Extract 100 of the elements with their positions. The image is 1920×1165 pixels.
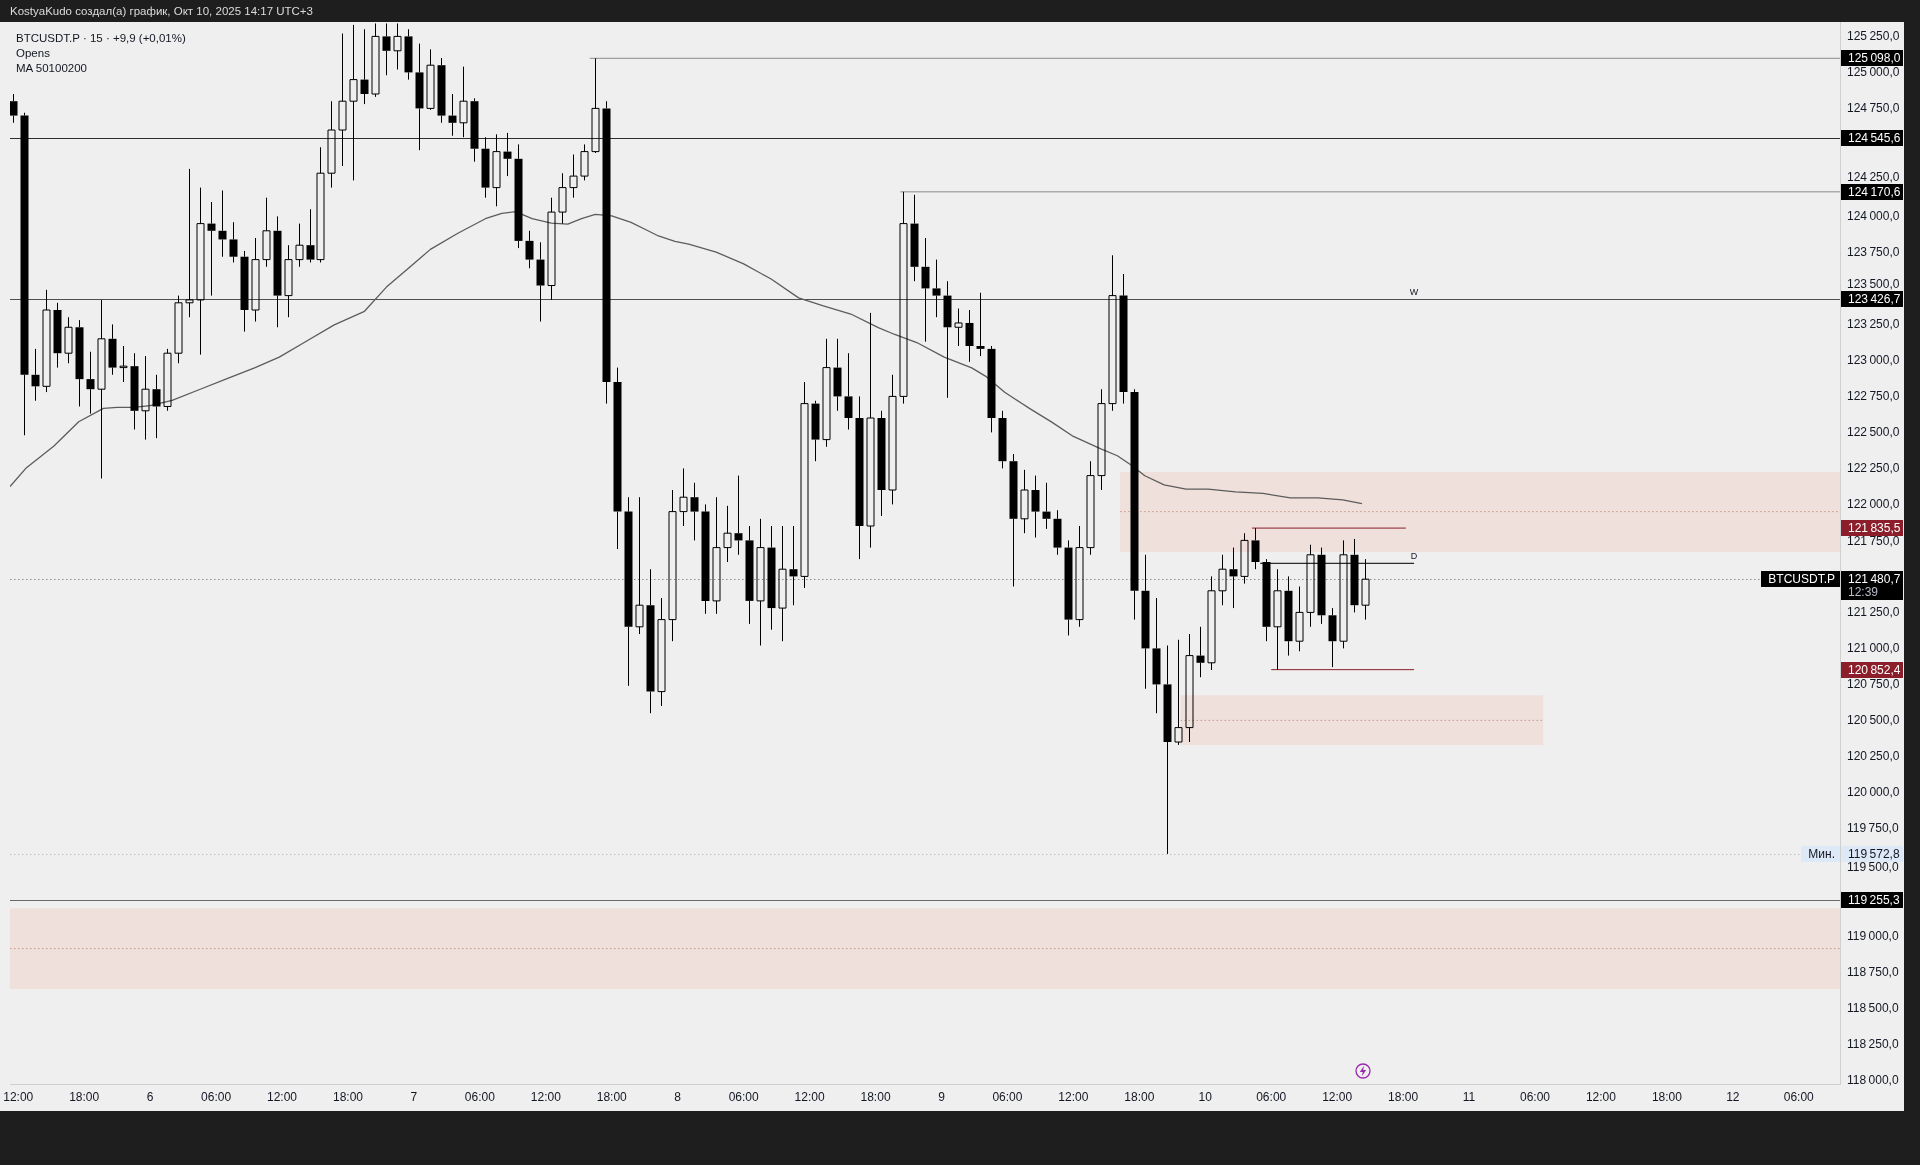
- candlestick: [646, 568, 655, 714]
- candlestick: [371, 22, 380, 98]
- candlestick: [240, 250, 249, 333]
- candlestick: [273, 215, 282, 328]
- annotation: BTCUSDT.P: [1768, 571, 1835, 586]
- candlestick: [965, 309, 974, 363]
- candlestick: [229, 221, 238, 263]
- candlestick: [437, 57, 446, 124]
- candlestick: [987, 345, 996, 433]
- x-tick-label: 18:00: [1388, 1089, 1419, 1104]
- candlestick: [745, 525, 754, 625]
- candlestick: [899, 191, 908, 405]
- x-tick-label: 18:00: [1651, 1089, 1683, 1104]
- x-tick-label: 8: [674, 1089, 682, 1104]
- annotation: MA 50100200: [16, 61, 88, 76]
- candlestick: [360, 28, 369, 105]
- y-tick-label: 123 250,0: [1847, 316, 1900, 331]
- annotation: Opens: [16, 46, 51, 61]
- candlestick: [42, 289, 51, 393]
- annotation: D: [1410, 551, 1418, 562]
- candlestick: [525, 230, 534, 269]
- candlestick: [734, 475, 743, 556]
- candlestick: [1229, 547, 1238, 609]
- x-tick-label: 06:00: [992, 1089, 1023, 1104]
- candlestick: [701, 503, 710, 615]
- text: BTCUSDT.P · 15 · +9,9 (+0,01%): [16, 31, 186, 46]
- candlestick: [185, 168, 194, 318]
- candlestick: [1086, 460, 1095, 556]
- y-tick-label: 124 000,0: [1847, 208, 1900, 223]
- candlestick: [514, 143, 523, 249]
- candlestick: [207, 201, 216, 297]
- x-tick-label: 7: [410, 1089, 418, 1104]
- series-label: 124 170,6: [1848, 184, 1901, 199]
- candlestick: [382, 22, 391, 76]
- x-tick-label: 12:00: [1585, 1089, 1617, 1104]
- y-tick-label: 125 000,0: [1847, 64, 1900, 79]
- candlestick: [1262, 558, 1271, 642]
- candlestick: [800, 381, 809, 589]
- text: 120 852,4: [1848, 662, 1901, 677]
- annotation: W: [1409, 286, 1419, 297]
- x-tick-label: 18:00: [332, 1089, 364, 1104]
- candlestick: [1031, 475, 1040, 539]
- y-tick-label: 118 500,0: [1847, 1000, 1899, 1015]
- y-tick-label: 118 750,0: [1847, 964, 1899, 979]
- ref-line-label: 121 480,7 12:39: [1848, 571, 1901, 599]
- candlestick: [1053, 509, 1062, 556]
- candlestick: [481, 136, 490, 199]
- x-tick-label: 12: [1726, 1089, 1740, 1104]
- candlestick: [1196, 626, 1205, 678]
- candlestick: [1141, 554, 1150, 690]
- y-tick-label: 123 750,0: [1847, 244, 1900, 259]
- candlestick: [855, 395, 864, 560]
- x-tick-label: 6: [146, 1089, 154, 1104]
- candlestick: [1152, 597, 1161, 714]
- x-tick-label: 12:00: [3, 1089, 34, 1104]
- y-tick-label: 121 250,0: [1847, 604, 1900, 619]
- candlestick: [624, 496, 633, 687]
- candlestick: [130, 352, 139, 431]
- candlestick: [1163, 645, 1172, 855]
- x-tick-label: 06:00: [1519, 1089, 1551, 1104]
- x-tick-label: 18:00: [1124, 1089, 1155, 1104]
- x-tick-label: 9: [938, 1089, 946, 1104]
- candlestick: [767, 525, 776, 631]
- y-tick-label: 119 750,0: [1847, 820, 1899, 835]
- candlestick: [943, 280, 952, 399]
- y-tick-label: 123 500,0: [1847, 277, 1900, 292]
- candlestick: [1064, 539, 1073, 636]
- y-tick-label: 120 500,0: [1847, 712, 1900, 727]
- candlestick: [218, 189, 227, 258]
- ref-line-label: 124 545,6: [1848, 130, 1901, 145]
- x-tick-label: 10: [1198, 1089, 1213, 1104]
- candlestick: [1042, 482, 1051, 530]
- x-tick-label: 06:00: [1783, 1089, 1815, 1104]
- candlestick: [1350, 538, 1359, 613]
- y-tick-label: 124 250,0: [1847, 170, 1900, 185]
- y-tick-label: 121 000,0: [1847, 640, 1900, 655]
- candlestick: [976, 292, 985, 357]
- candlestick: [921, 237, 930, 343]
- candlestick: [10, 93, 18, 124]
- y-tick-label: 124 750,0: [1847, 100, 1900, 115]
- candlestick: [108, 323, 117, 376]
- candlestick: [53, 302, 62, 369]
- candlestick: [1328, 607, 1337, 668]
- text: 121 835,5: [1848, 520, 1901, 535]
- candlestick: [75, 319, 84, 407]
- y-tick-label: 122 500,0: [1847, 424, 1900, 439]
- y-tick-label: 119 500,0: [1847, 860, 1899, 875]
- x-tick-label: 12:00: [1322, 1089, 1353, 1104]
- y-tick-label: 123 000,0: [1847, 352, 1900, 367]
- y-tick-label: 120 250,0: [1847, 748, 1900, 763]
- y-tick-label: 120 000,0: [1847, 784, 1900, 799]
- candlestick: [789, 525, 798, 606]
- x-tick-label: 06:00: [201, 1089, 232, 1104]
- candlestick: [20, 112, 29, 436]
- y-tick-label: 118 250,0: [1847, 1036, 1899, 1051]
- x-tick-label: 06:00: [728, 1089, 759, 1104]
- x-tick-label: 12:00: [530, 1089, 562, 1104]
- ref-line-label: 123 426,7: [1848, 291, 1901, 306]
- candlestick: [1339, 539, 1348, 649]
- annotation: Мин.: [1808, 846, 1835, 861]
